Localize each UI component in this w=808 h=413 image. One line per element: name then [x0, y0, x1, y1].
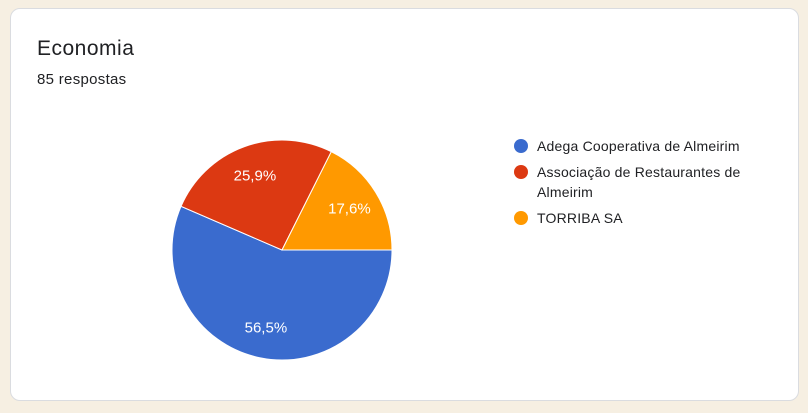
- legend-color-dot-icon: [514, 139, 528, 153]
- question-title: Economia: [37, 37, 135, 60]
- legend-item: Adega Cooperativa de Almeirim: [514, 136, 760, 156]
- legend-item: TORRIBA SA: [514, 208, 760, 228]
- question-summary-card: Economia 85 respostas 56,5% 25,9% 17,6% Ad…: [10, 8, 799, 401]
- legend-label: Adega Cooperativa de Almeirim: [537, 138, 740, 154]
- legend-item: Associação de Restaurantes de Almeirim: [514, 162, 760, 202]
- pie-slice-2[interactable]: [180, 139, 332, 251]
- pie-slice-1[interactable]: [171, 205, 393, 361]
- legend: Adega Cooperativa de Almeirim Associação …: [514, 136, 760, 234]
- response-count: 85 respostas: [37, 71, 127, 88]
- pie-slice-3[interactable]: [281, 151, 393, 251]
- legend-color-dot-icon: [514, 165, 528, 179]
- pie-slice-percentage-label: 17,6%: [328, 200, 371, 217]
- pie-slice-percentage-label: 25,9%: [234, 168, 277, 185]
- legend-label: TORRIBA SA: [537, 210, 623, 226]
- legend-label: Associação de Restaurantes de Almeirim: [537, 164, 741, 200]
- pie-slice-percentage-label: 56,5%: [245, 320, 288, 337]
- pie-chart[interactable]: 56,5% 25,9% 17,6%: [171, 139, 393, 361]
- legend-color-dot-icon: [514, 211, 528, 225]
